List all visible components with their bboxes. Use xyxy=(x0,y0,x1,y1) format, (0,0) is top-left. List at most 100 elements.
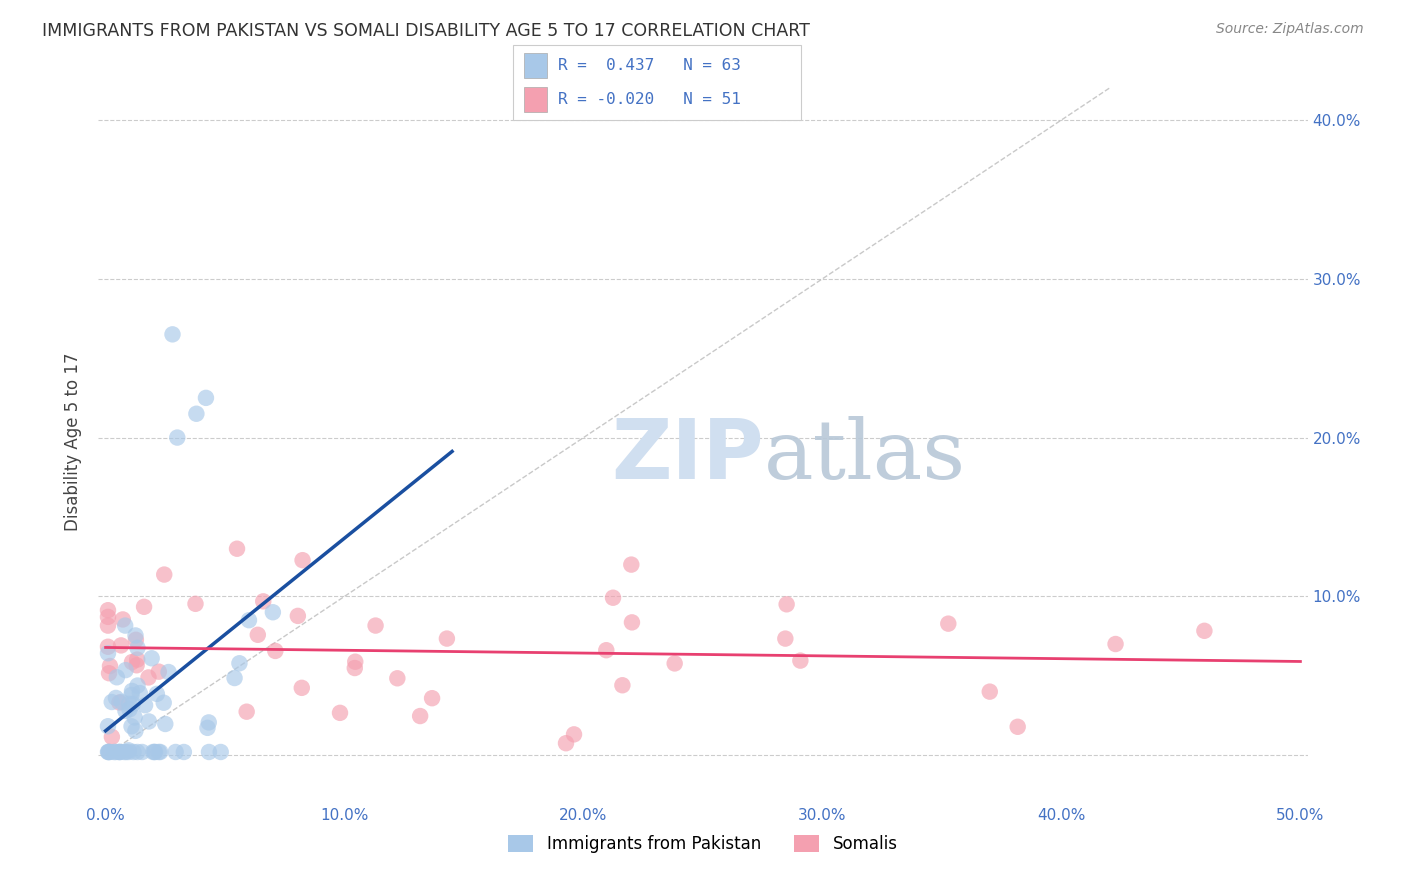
Point xyxy=(152,696,174,710)
Point xyxy=(238,613,260,627)
Point xyxy=(148,665,170,679)
Point xyxy=(775,597,797,611)
Point xyxy=(1194,624,1216,638)
Point xyxy=(128,686,150,700)
Point xyxy=(291,553,314,567)
Point xyxy=(979,684,1001,698)
Point xyxy=(436,632,458,646)
Point xyxy=(197,715,219,730)
Point xyxy=(141,651,163,665)
Point xyxy=(344,655,367,669)
Point xyxy=(114,704,136,718)
Point xyxy=(127,640,149,655)
Point xyxy=(153,567,176,582)
Point xyxy=(329,706,352,720)
Point xyxy=(98,666,121,681)
Point xyxy=(132,599,155,614)
Point xyxy=(775,632,797,646)
Point xyxy=(166,431,188,445)
Point xyxy=(97,618,120,632)
Point xyxy=(108,745,131,759)
Point xyxy=(124,723,146,738)
Point xyxy=(111,695,134,709)
Point xyxy=(149,745,172,759)
Text: R = -0.020   N = 51: R = -0.020 N = 51 xyxy=(558,92,741,107)
Point xyxy=(198,745,221,759)
Point xyxy=(121,697,143,711)
Point xyxy=(387,671,409,685)
Point xyxy=(111,612,134,626)
Point xyxy=(142,745,165,759)
Point xyxy=(1104,637,1126,651)
Point xyxy=(562,727,585,741)
Point xyxy=(97,745,120,759)
Point xyxy=(112,745,135,759)
Point xyxy=(117,743,139,757)
Point xyxy=(108,696,131,710)
Point xyxy=(125,632,148,647)
Point xyxy=(114,618,136,632)
Text: Source: ZipAtlas.com: Source: ZipAtlas.com xyxy=(1216,22,1364,37)
Point xyxy=(287,608,309,623)
Point xyxy=(252,594,274,608)
Point xyxy=(664,657,686,671)
Point xyxy=(122,745,145,759)
Point xyxy=(138,714,160,729)
Point xyxy=(127,745,149,759)
Point xyxy=(555,736,578,750)
Point xyxy=(173,745,195,759)
Point xyxy=(127,652,149,666)
Point xyxy=(97,640,120,654)
Text: ZIP: ZIP xyxy=(612,416,763,497)
Point xyxy=(110,639,132,653)
Point xyxy=(602,591,624,605)
Point xyxy=(125,658,148,673)
Point xyxy=(264,644,287,658)
Point xyxy=(262,605,284,619)
Point xyxy=(118,702,141,716)
Point xyxy=(246,628,269,642)
Point xyxy=(124,628,146,642)
Text: IMMIGRANTS FROM PAKISTAN VS SOMALI DISABILITY AGE 5 TO 17 CORRELATION CHART: IMMIGRANTS FROM PAKISTAN VS SOMALI DISAB… xyxy=(42,22,810,40)
Point xyxy=(226,541,249,556)
Point xyxy=(143,745,166,759)
Point xyxy=(138,670,160,684)
Point xyxy=(97,745,120,759)
Point xyxy=(108,745,131,759)
Point xyxy=(209,745,232,759)
Point xyxy=(162,327,184,342)
Text: atlas: atlas xyxy=(763,416,966,496)
Point xyxy=(420,691,443,706)
Point xyxy=(186,407,208,421)
Point xyxy=(97,646,120,660)
Point xyxy=(612,678,634,692)
Point xyxy=(291,681,314,695)
Point xyxy=(100,695,122,709)
Point xyxy=(127,679,149,693)
Point xyxy=(104,690,127,705)
Point xyxy=(364,618,387,632)
Point xyxy=(228,657,250,671)
Point xyxy=(409,709,432,723)
Point xyxy=(1007,720,1029,734)
Point xyxy=(118,697,141,711)
Point xyxy=(184,597,207,611)
Point xyxy=(343,661,366,675)
Point xyxy=(121,688,143,702)
Point xyxy=(936,616,959,631)
Point xyxy=(98,659,121,673)
Point xyxy=(103,745,125,759)
Y-axis label: Disability Age 5 to 17: Disability Age 5 to 17 xyxy=(65,352,83,531)
Point xyxy=(97,745,120,759)
Point xyxy=(235,705,257,719)
Point xyxy=(124,710,146,724)
Point xyxy=(105,670,128,684)
Point xyxy=(157,665,180,679)
Point xyxy=(121,719,143,733)
Point xyxy=(121,684,143,698)
Point xyxy=(104,745,127,759)
Point xyxy=(108,745,131,759)
Point xyxy=(117,745,139,759)
Text: R =  0.437   N = 63: R = 0.437 N = 63 xyxy=(558,58,741,73)
Point xyxy=(134,698,156,713)
